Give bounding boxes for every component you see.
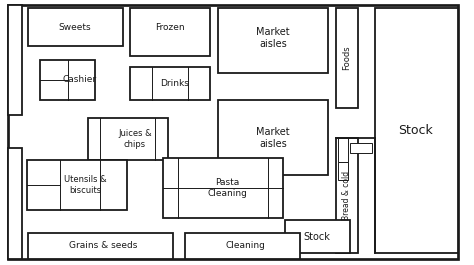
Bar [28, 8, 123, 46]
Bar [338, 138, 348, 162]
Text: Stock: Stock [399, 123, 433, 136]
Bar [336, 138, 358, 253]
Bar [218, 8, 328, 73]
Text: Cleaning: Cleaning [225, 241, 265, 250]
Bar [8, 148, 22, 259]
Text: Juices &
chips: Juices & chips [118, 129, 152, 149]
Bar [28, 233, 173, 259]
Text: Drinks: Drinks [161, 80, 190, 89]
Bar [338, 162, 348, 180]
Bar [8, 5, 22, 115]
Bar [375, 8, 458, 253]
Text: Bread & cold: Bread & cold [343, 170, 352, 220]
Bar [185, 233, 300, 259]
Bar [88, 118, 168, 160]
Text: Grains & seeds: Grains & seeds [69, 241, 137, 250]
Text: Pasta
Cleaning: Pasta Cleaning [207, 178, 247, 198]
Bar [130, 8, 210, 56]
Text: Sweets: Sweets [59, 23, 91, 32]
Text: Cashier: Cashier [63, 76, 97, 85]
Bar [27, 160, 127, 210]
Bar [163, 158, 283, 218]
Bar [285, 220, 350, 253]
Text: Foods: Foods [343, 46, 352, 70]
Bar [130, 67, 210, 100]
Text: Market
aisles: Market aisles [256, 27, 290, 49]
Bar [336, 8, 358, 108]
Bar [40, 60, 95, 100]
Text: Frozen: Frozen [155, 24, 185, 33]
Text: Market
aisles: Market aisles [256, 127, 290, 149]
Text: Utensils &
biscuits: Utensils & biscuits [64, 175, 106, 195]
Bar [350, 143, 372, 153]
Bar [218, 100, 328, 175]
Text: Stock: Stock [303, 232, 330, 242]
